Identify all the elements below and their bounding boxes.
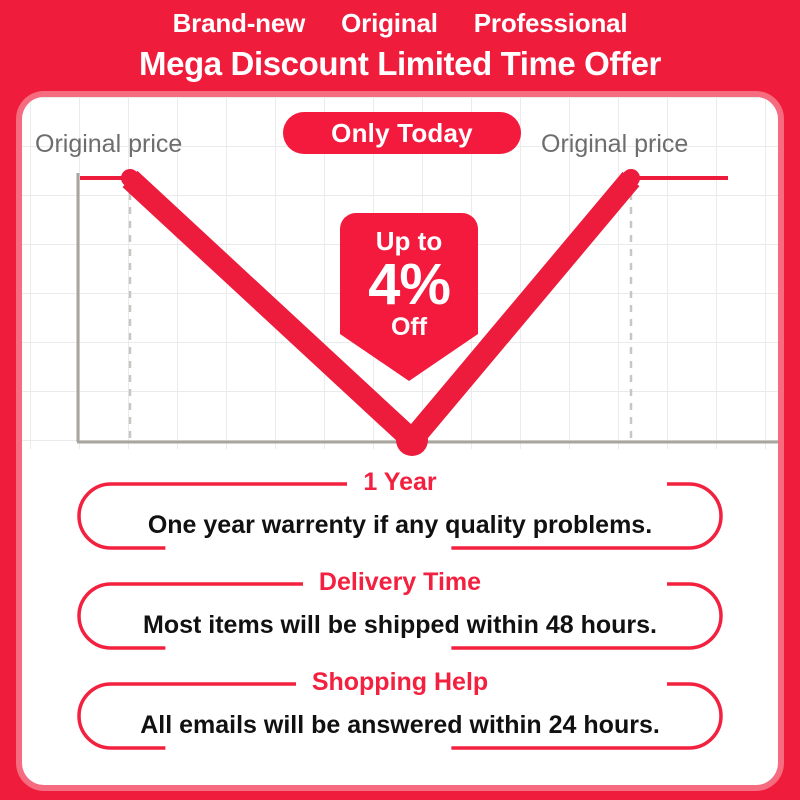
info-card-support: Shopping Help All emails will be answere…: [77, 668, 723, 750]
right-original-price-label: Original price: [541, 130, 689, 158]
info-card-title: Shopping Help: [77, 666, 723, 698]
info-card-outline: [77, 582, 723, 650]
left-original-price-label: Original price: [35, 130, 183, 158]
info-card-warranty: 1 Year One year warrenty if any quality …: [77, 468, 723, 550]
discount-shield-badge: Up to 4% Off: [340, 213, 478, 381]
badge-up-to-label: Up to: [375, 226, 443, 256]
info-card-body: All emails will be answered within 24 ho…: [140, 711, 660, 739]
info-card-title: 1 Year: [77, 466, 723, 498]
content-card: Original price Original price Only Today…: [22, 97, 778, 785]
info-card-body: One year warrenty if any quality problem…: [147, 511, 653, 539]
badge-off-label: Off: [390, 313, 428, 341]
marker-left-original-price: [121, 169, 139, 187]
marker-discount-low-point: [396, 424, 428, 456]
banner-header: Brand-new Original Professional Mega Dis…: [0, 0, 800, 97]
only-today-label: Only Today: [331, 117, 473, 148]
only-today-badge[interactable]: Only Today: [283, 112, 521, 154]
badge-percent-value: 4%: [368, 252, 451, 317]
info-card-outline: [77, 682, 723, 750]
chart-svg: [76, 169, 778, 456]
marker-right-original-price: [622, 169, 640, 187]
tagline-row: Brand-new Original Professional: [173, 6, 628, 40]
tagline-item-0: Brand-new: [172, 8, 306, 38]
price-drop-chart: Original price Original price Only Today…: [22, 97, 778, 457]
info-card-title: Delivery Time: [77, 566, 723, 598]
info-card-delivery: Delivery Time Most items will be shipped…: [77, 568, 723, 650]
info-card-outline: [77, 482, 723, 550]
tagline-item-1: Original: [341, 8, 438, 38]
info-card-body: Most items will be shipped within 48 hou…: [143, 611, 657, 639]
tagline-item-2: Professional: [473, 8, 628, 38]
headline: Mega Discount Limited Time Offer: [139, 45, 661, 82]
